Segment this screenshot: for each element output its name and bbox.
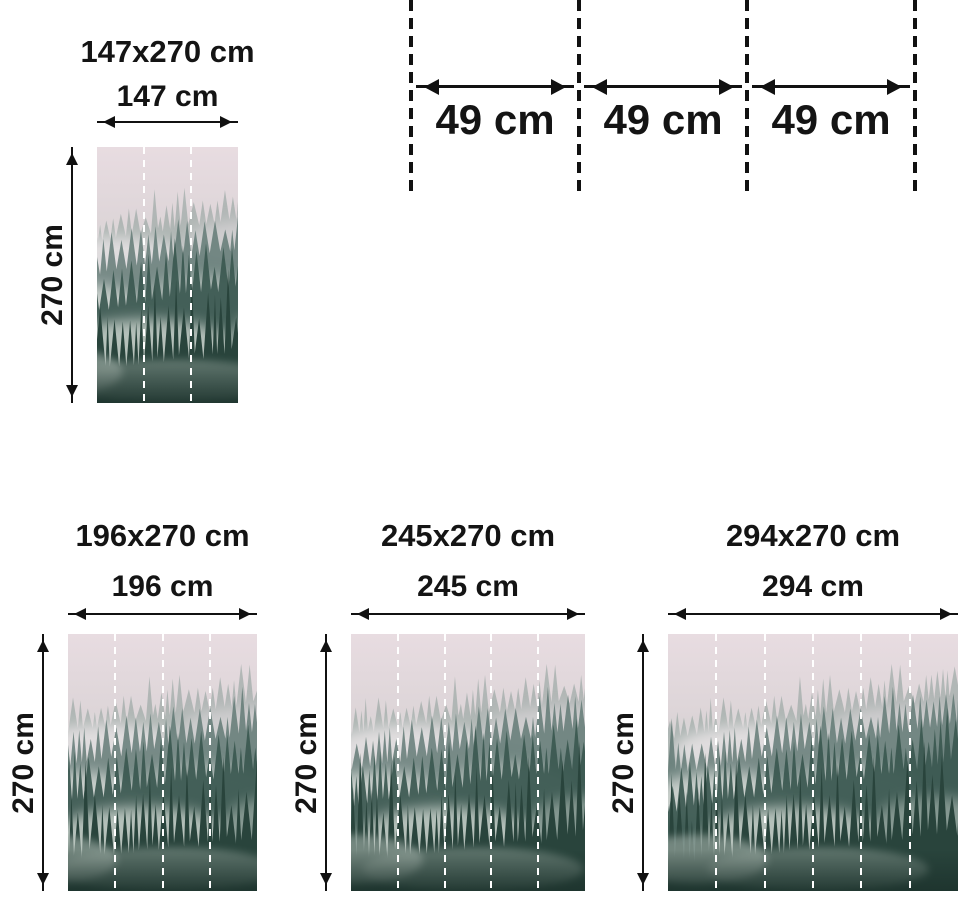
panel-boundary-dashed-line <box>744 0 749 192</box>
variant-title: 196x270 cm <box>75 517 250 553</box>
panel-divider-dashed-line <box>396 634 399 891</box>
size-variant-245x270: 245x270 cm 245 cm 270 cm <box>290 518 585 891</box>
width-dimension-label: 147 cm <box>116 80 219 113</box>
size-variant-196x270: 196x270 cm 196 cm 270 cm <box>7 518 257 891</box>
panel-boundary-dashed-line <box>409 0 413 192</box>
mural-preview <box>68 634 257 891</box>
variant-title: 294x270 cm <box>725 517 901 553</box>
panel-divider-dashed-line <box>142 147 145 403</box>
mural-preview <box>668 634 958 891</box>
width-dimension-label: 294 cm <box>762 570 864 603</box>
height-dimension-label: 270 cm <box>36 224 69 326</box>
panel-segment: 49 cm <box>579 0 747 192</box>
height-dimension-label: 270 cm <box>290 711 323 814</box>
mural-preview <box>351 634 585 891</box>
panel-divider-dashed-line <box>537 634 540 891</box>
panel-width-diagram: 49 cm 49 cm 49 cm <box>409 0 917 192</box>
panel-divider-dashed-line <box>812 634 814 891</box>
panel-width-arrow-icon <box>416 79 574 95</box>
height-arrow-icon <box>320 634 332 891</box>
width-arrow-icon <box>68 608 257 620</box>
variant-title: 147x270 cm <box>80 33 255 69</box>
mural-preview <box>97 147 238 403</box>
height-arrow-icon <box>66 147 78 403</box>
height-arrow-icon <box>637 634 649 891</box>
panel-width-arrow-icon <box>752 79 910 95</box>
variant-title: 245x270 cm <box>380 517 556 553</box>
panel-divider-dashed-line <box>161 634 164 891</box>
panel-divider-dashed-line <box>443 634 446 891</box>
height-dimension-label: 270 cm <box>607 711 640 814</box>
height-arrow-icon <box>37 634 49 891</box>
panel-segment: 49 cm <box>411 0 579 192</box>
forest-image <box>97 147 238 403</box>
panel-divider-dashed-line <box>189 147 192 403</box>
forest-image <box>351 634 585 891</box>
panel-divider-dashed-line <box>908 634 911 891</box>
panel-width-arrow-icon <box>584 79 742 95</box>
panel-divider-dashed-line <box>860 634 863 891</box>
panel-boundary-dashed-line <box>913 0 917 192</box>
size-variant-294x270: 294x270 cm 294 cm 270 cm <box>607 518 958 891</box>
panel-width-label: 49 cm <box>603 96 723 143</box>
panel-boundary-dashed-line <box>576 0 581 192</box>
panel-divider-dashed-line <box>715 634 718 891</box>
width-arrow-icon <box>668 608 958 620</box>
panel-divider-dashed-line <box>208 634 211 891</box>
width-arrow-icon <box>97 116 238 128</box>
width-dimension-label: 196 cm <box>111 570 214 603</box>
width-arrow-icon <box>351 608 585 620</box>
size-variant-147x270: 147x270 cm 147 cm 270 cm <box>36 34 255 403</box>
panel-divider-dashed-line <box>490 634 493 891</box>
panel-divider-dashed-line <box>114 634 117 891</box>
panel-segment: 49 cm <box>747 0 915 192</box>
height-dimension-label: 270 cm <box>7 711 40 814</box>
width-dimension-label: 245 cm <box>417 570 519 603</box>
panel-width-label: 49 cm <box>771 96 891 143</box>
panel-divider-dashed-line <box>763 634 766 891</box>
panel-width-label: 49 cm <box>435 96 555 143</box>
